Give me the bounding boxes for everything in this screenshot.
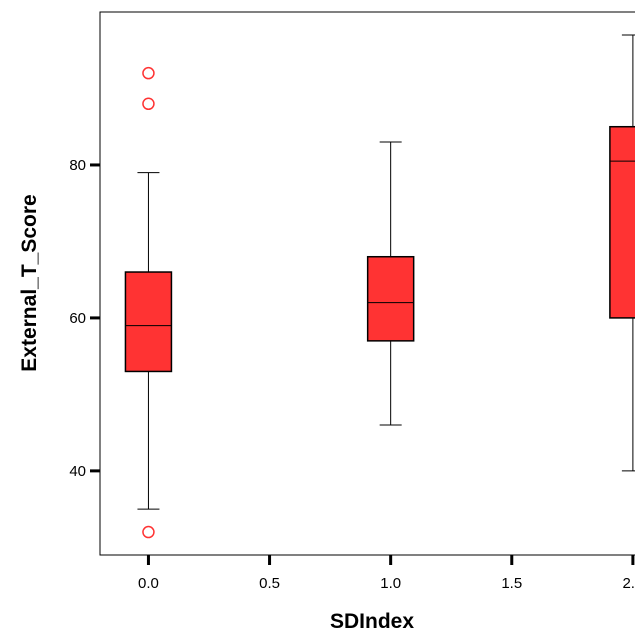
y-axis-title: External_T_Score bbox=[18, 194, 41, 371]
y-tick-label: 80 bbox=[69, 157, 86, 174]
y-tick-label: 60 bbox=[69, 310, 86, 327]
box bbox=[366, 255, 415, 342]
x-tick-label: 1.0 bbox=[380, 575, 401, 592]
y-axis: 40 60 80 bbox=[69, 157, 100, 480]
x-axis: 0.0 0.5 1.0 1.5 2.0 bbox=[138, 555, 635, 592]
x-tick-label: 2.0 bbox=[622, 575, 635, 592]
outlier-point bbox=[142, 66, 155, 80]
outlier-point bbox=[142, 97, 155, 111]
x-tick-label: 0.0 bbox=[138, 575, 159, 592]
box bbox=[609, 125, 635, 319]
x-tick-label: 0.5 bbox=[259, 575, 280, 592]
x-axis-title: SDIndex bbox=[330, 610, 414, 633]
y-tick-label: 40 bbox=[69, 463, 86, 480]
box bbox=[124, 271, 173, 373]
outlier-point bbox=[142, 525, 155, 539]
x-tick-label: 1.5 bbox=[501, 575, 522, 592]
plot-frame bbox=[99, 11, 635, 556]
box-series bbox=[124, 34, 635, 539]
